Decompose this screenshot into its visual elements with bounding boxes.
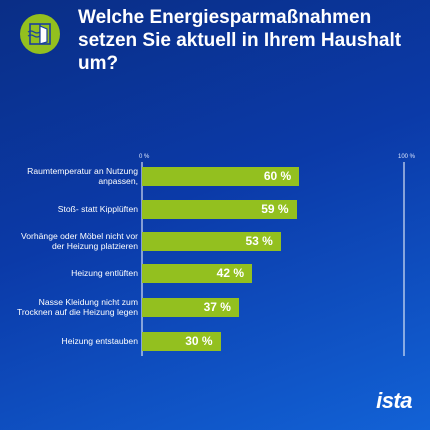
bar-value-label: 53 % — [245, 233, 273, 248]
axis-min-label: 0 % — [139, 154, 150, 160]
chart-title: Welche Energiesparmaßnahmen setzen Sie a… — [78, 7, 402, 74]
category-label: Raumtemperatur an Nutzung anpassen, — [27, 166, 138, 186]
category-label: Heizung entstauben — [61, 336, 138, 346]
ista-logo: ista — [376, 388, 412, 413]
bar-value-label: 60 % — [263, 168, 292, 183]
bar — [142, 199, 297, 219]
bar — [142, 297, 239, 317]
bar-value-label: 42 % — [216, 265, 245, 280]
bar — [142, 331, 221, 351]
bar — [142, 263, 253, 283]
category-label: Heizung entlüften — [71, 268, 138, 278]
bar — [142, 231, 281, 251]
bar — [142, 166, 300, 186]
category-label: Nasse Kleidung nicht zum Trocknen auf di… — [16, 297, 138, 317]
bar-value-label: 59 % — [261, 201, 289, 216]
bar-value-label: 37 % — [203, 299, 231, 314]
category-label: Stoß- statt Kipplüften — [57, 204, 138, 214]
window-ventilation-icon — [20, 14, 60, 54]
category-label: Vorhänge oder Möbel nicht vor der Heizun… — [20, 231, 138, 251]
bar-value-label: 30 % — [185, 333, 213, 348]
axis-max-label: 100 % — [398, 154, 416, 160]
